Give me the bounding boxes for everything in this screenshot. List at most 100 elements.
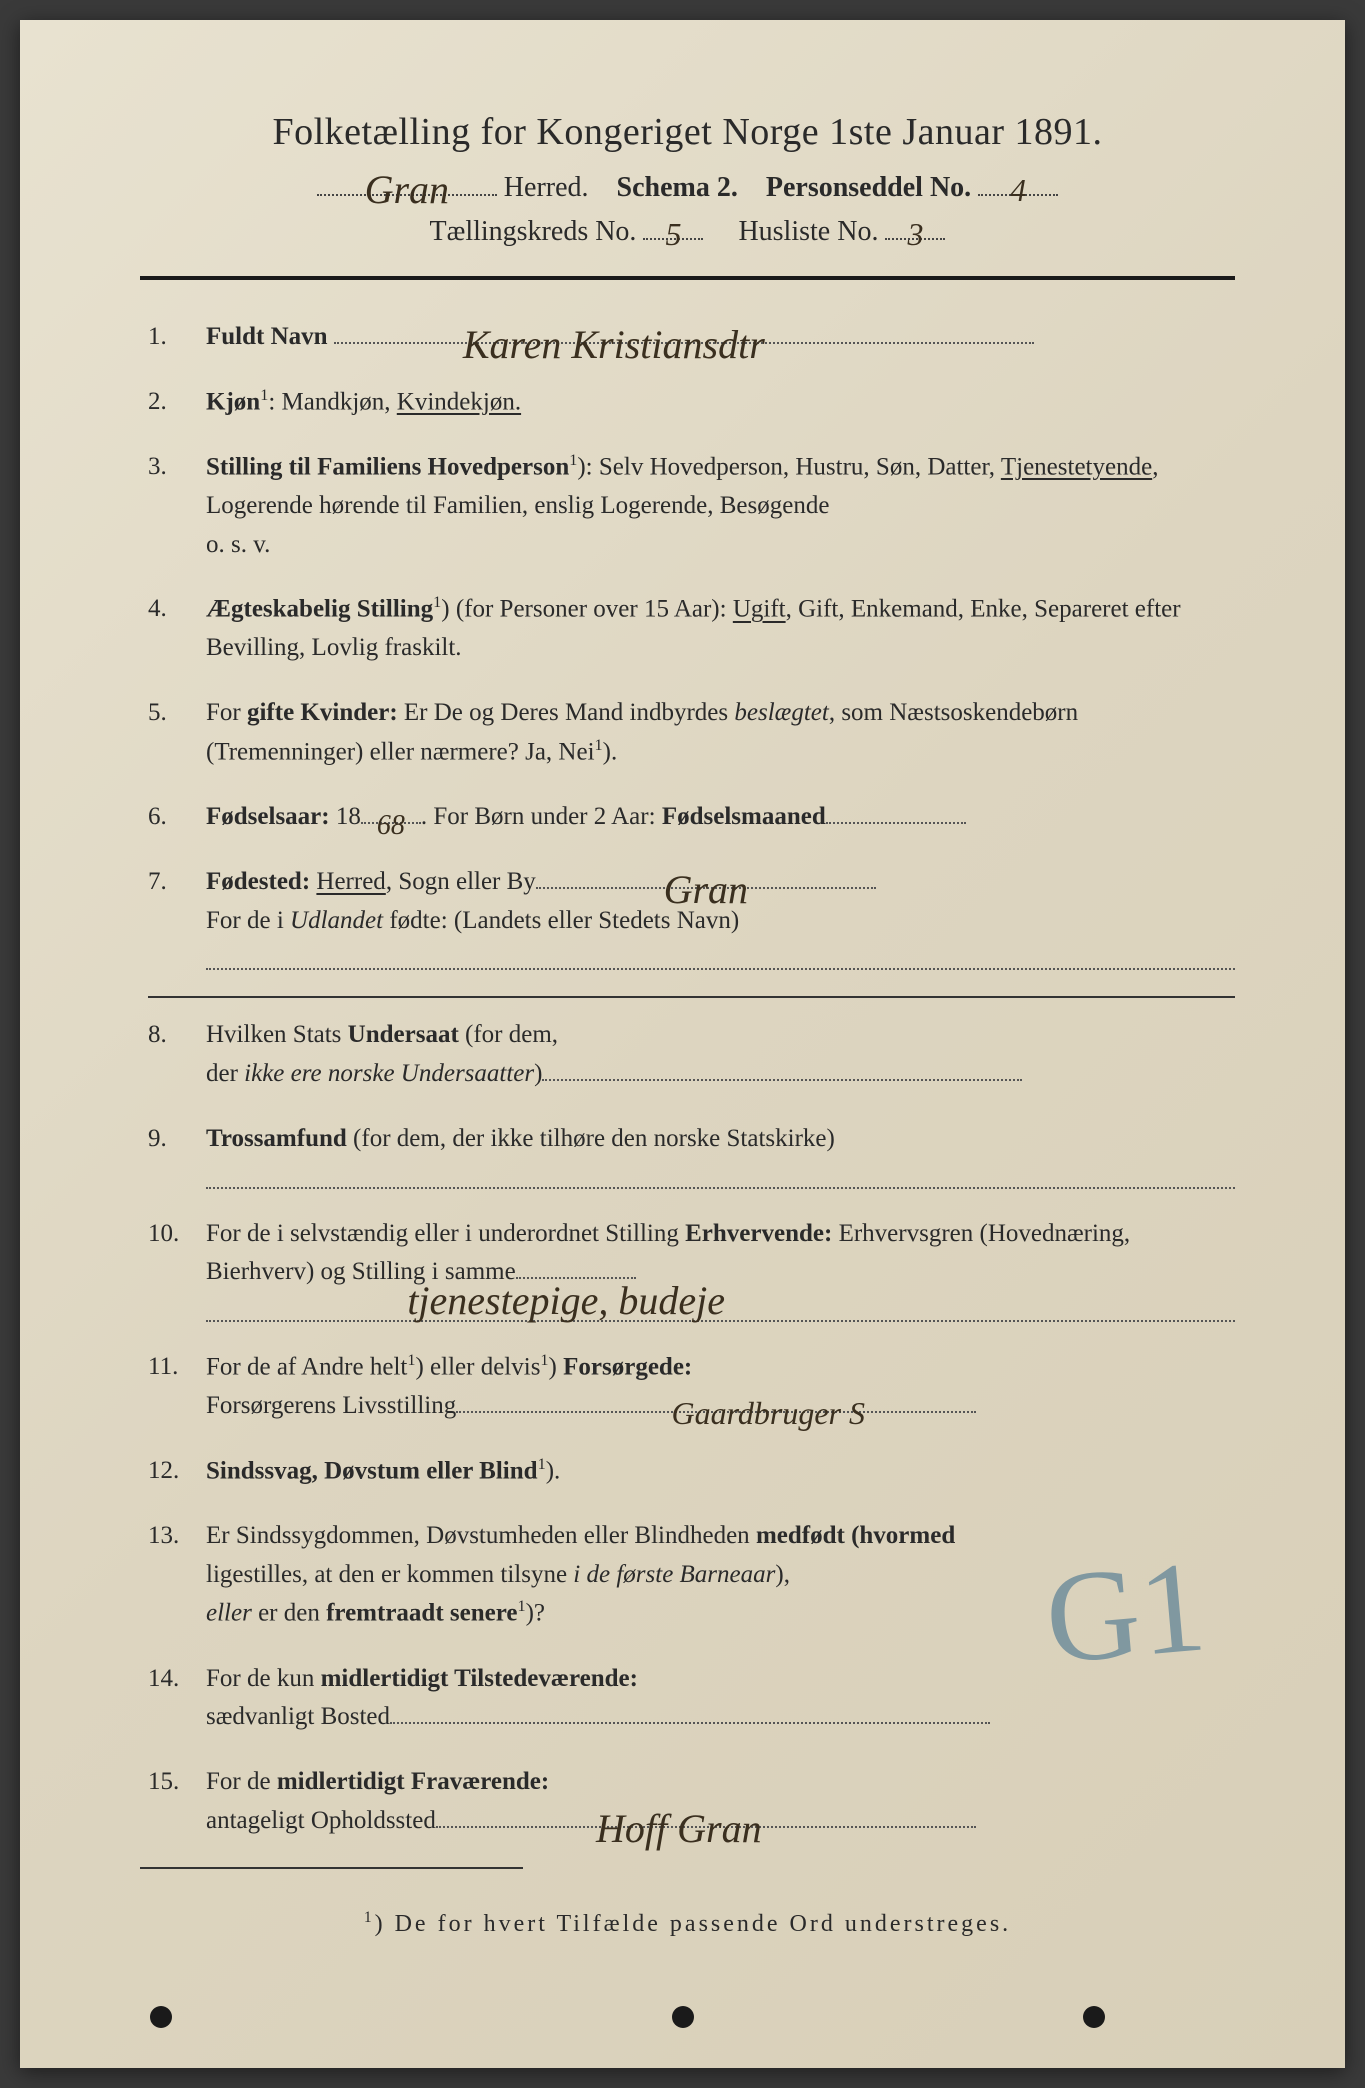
item-body: Ægteskabelig Stilling1) (for Personer ov… [206,590,1235,668]
herred-value: Gran [365,166,449,213]
name-value: Karen Kristiansdtr [463,314,765,376]
husliste-label: Husliste No. [738,216,878,247]
item-body: Fødested: Herred, Sogn eller ByGran For … [206,863,1235,971]
prefix: For de kun [206,1665,321,1692]
rest: Er De og Deres Mand indbyrdes [398,699,735,726]
rest: (for dem, der ikke tilhøre den norske St… [347,1125,835,1152]
birthplace-value: Gran [664,859,748,921]
punch-hole-icon [150,2006,172,2028]
prefix: For de [206,1768,277,1795]
blank-field [390,1722,990,1724]
rest3: ). [603,738,618,765]
item-num: 14. [148,1660,206,1738]
item-1: 1. Fuldt Navn Karen Kristiansdtr [148,318,1235,357]
label: midlertidigt Fraværende: [277,1768,549,1795]
item-body: Stilling til Familiens Hovedperson1): Se… [206,448,1235,565]
label: medfødt (hvormed [756,1522,955,1549]
location-value: Hoff Gran [596,1798,762,1860]
item-num: 2. [148,383,206,422]
birthplace-field: Gran [536,887,876,889]
personseddel-value: 4 [1010,172,1026,209]
mid: ) eller delvis [415,1353,540,1380]
item-num: 9. [148,1120,206,1189]
item-body: Kjøn1: Mandkjøn, Kvindekjøn. [206,383,1235,422]
line3b: er den [252,1600,326,1627]
item-num: 15. [148,1763,206,1841]
kreds-label: Tællingskreds No. [430,216,637,247]
item-num: 8. [148,1016,206,1094]
header-line-3: Tællingskreds No. 5 Husliste No. 3 [140,216,1235,248]
item-body: For de midlertidigt Fraværende: antageli… [206,1763,1235,1841]
occupation-value: tjenestepige, budeje [407,1270,725,1332]
line2: antageligt Opholdssted [206,1807,436,1834]
item-num: 4. [148,590,206,668]
line2: Forsørgerens Livsstilling [206,1392,456,1419]
husliste-value: 3 [907,216,923,253]
herred-field: Gran [317,194,497,196]
selected: Kvindekjøn. [397,388,521,415]
ital: ikke ere norske Undersaatter [244,1060,534,1087]
item-4: 4. Ægteskabelig Stilling1) (for Personer… [148,590,1235,668]
punch-hole-icon [1083,2006,1105,2028]
item-13: 13. Er Sindssygdommen, Døvstumheden elle… [148,1517,1235,1634]
location-field: Hoff Gran [436,1826,976,1828]
item-body: Hvilken Stats Undersaat (for dem, der ik… [206,1016,1235,1094]
name-field: Karen Kristiansdtr [334,342,1034,344]
supporter-value: Gaardbruger S [671,1389,864,1439]
header-divider [140,276,1235,280]
item-6: 6. Fødselsaar: 1868. For Børn under 2 Aa… [148,798,1235,837]
line3c: )? [526,1600,545,1627]
sup: 1 [538,1455,546,1473]
sup: 1 [595,736,603,754]
label: Sindssvag, Døvstum eller Blind [206,1457,538,1484]
osv: o. s. v. [206,526,1235,565]
item-3: 3. Stilling til Familiens Hovedperson1):… [148,448,1235,565]
label: Fuldt Navn [206,323,328,350]
label: Stilling til Familiens Hovedperson [206,453,569,480]
year-field: 68 [361,822,421,824]
item-num: 7. [148,863,206,971]
item-num: 3. [148,448,206,565]
label2: Fødselsmaaned [662,803,826,830]
punch-hole-icon [672,2006,694,2028]
label: Ægteskabelig Stilling [206,596,433,623]
kreds-field: 5 [643,238,703,240]
item-body: For de kun midlertidigt Tilstedeværende:… [206,1660,1235,1738]
ital: Udlandet [290,907,383,934]
item-8: 8. Hvilken Stats Undersaat (for dem, der… [148,1016,1235,1094]
item-body: For de i selvstændig eller i underordnet… [206,1215,1235,1323]
supporter-field: Gaardbruger S [456,1411,976,1413]
footnote-divider [140,1867,523,1869]
personseddel-label: Personseddel No. [766,172,971,203]
ital: beslægtet [734,699,828,726]
item-num: 5. [148,694,206,772]
selected: Ugift [733,596,786,623]
item-body: For de af Andre helt1) eller delvis1) Fo… [206,1348,1235,1426]
selected: Herred [316,868,385,895]
prefix: For [206,699,247,726]
line2: der [206,1060,244,1087]
ital: i de første Barneaar [573,1561,775,1588]
item-7: 7. Fødested: Herred, Sogn eller ByGran F… [148,863,1235,971]
section-divider [148,996,1235,998]
label2: fremtraadt senere [326,1600,517,1627]
blank-line [206,946,1235,970]
selected: Tjenestetyende [1001,453,1152,480]
item-body: Fuldt Navn Karen Kristiansdtr [206,318,1235,357]
kreds-value: 5 [665,216,681,253]
schema-label: Schema 2. [617,172,738,203]
form-items: 1. Fuldt Navn Karen Kristiansdtr 2. Kjøn… [140,318,1235,1841]
rest: ) (for Personer over 15 Aar): [441,596,733,623]
line2b: ) [534,1060,542,1087]
rest: ): Selv Hovedperson, Hustru, Søn, Datter… [577,453,1001,480]
line2: For de i [206,907,290,934]
label: midlertidigt Tilstedeværende: [321,1665,638,1692]
footnote-sup: 1 [364,1909,375,1926]
personseddel-field: 4 [978,194,1058,196]
line2: ligestilles, at den er kommen tilsyne [206,1561,573,1588]
item-body: Sindssvag, Døvstum eller Blind1). [206,1452,1235,1491]
item-num: 10. [148,1215,206,1323]
blank-line [206,1165,1235,1189]
form-title: Folketælling for Kongeriget Norge 1ste J… [140,110,1235,154]
census-form: Folketælling for Kongeriget Norge 1ste J… [20,20,1345,2068]
